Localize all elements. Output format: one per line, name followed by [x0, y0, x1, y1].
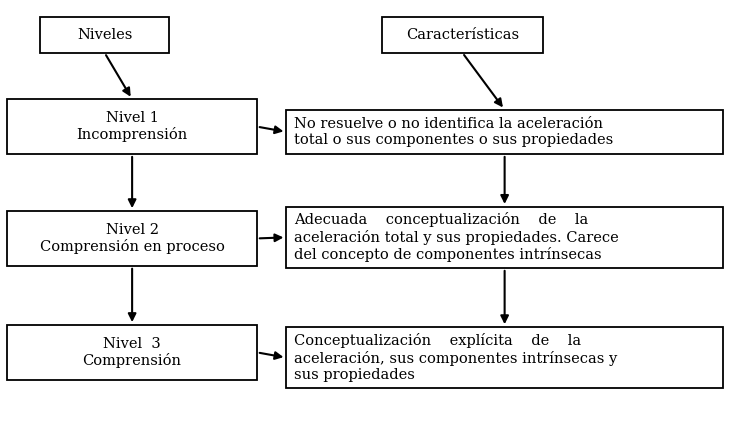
FancyBboxPatch shape: [286, 327, 723, 388]
Text: Conceptualización    explícita    de    la
aceleración, sus componentes intrínse: Conceptualización explícita de la aceler…: [294, 333, 617, 382]
FancyBboxPatch shape: [7, 211, 257, 266]
FancyBboxPatch shape: [40, 17, 169, 53]
Text: Características: Características: [406, 28, 519, 42]
Text: Nivel  3
Comprensión: Nivel 3 Comprensión: [83, 337, 181, 368]
Text: Nivel 2
Comprensión en proceso: Nivel 2 Comprensión en proceso: [40, 223, 225, 254]
FancyBboxPatch shape: [7, 325, 257, 380]
FancyBboxPatch shape: [7, 99, 257, 154]
Text: Adecuada    conceptualización    de    la
aceleración total y sus propiedades. C: Adecuada conceptualización de la acelera…: [294, 212, 618, 262]
Text: No resuelve o no identifica la aceleración
total o sus componentes o sus propied: No resuelve o no identifica la aceleraci…: [294, 117, 613, 147]
Text: Niveles: Niveles: [77, 28, 132, 42]
Text: Nivel 1
Incomprensión: Nivel 1 Incomprensión: [76, 111, 188, 142]
FancyBboxPatch shape: [286, 207, 723, 268]
FancyBboxPatch shape: [286, 110, 723, 154]
FancyBboxPatch shape: [382, 17, 543, 53]
